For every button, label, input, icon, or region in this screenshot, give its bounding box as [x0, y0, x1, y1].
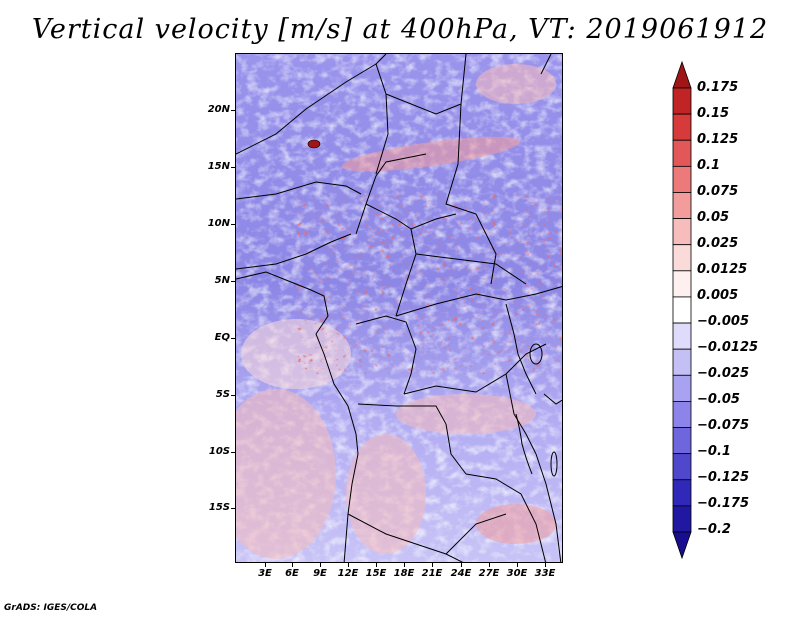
colorbar-bin	[672, 165, 692, 193]
colorbar-label: −0.125	[697, 470, 750, 485]
lon-tickmark	[348, 563, 349, 567]
lon-tick-21e: 21E	[421, 568, 443, 579]
lon-tickmark	[517, 563, 518, 567]
lon-tickmark	[320, 563, 321, 567]
grads-credit: GrADS: IGES/COLA	[4, 603, 98, 613]
lon-tick-27e: 27E	[478, 568, 500, 579]
lon-tick-30e: 30E	[506, 568, 528, 579]
colorbar-label: 0.175	[697, 80, 739, 95]
map-svg	[236, 54, 562, 562]
colorbar-label: −0.1	[697, 444, 731, 459]
colorbar-bin	[672, 374, 692, 402]
colorbar-label: 0.025	[697, 236, 739, 251]
colorbar-bin	[672, 531, 692, 560]
lon-tick-6e: 6E	[285, 568, 299, 579]
lat-tick-15n: 15N	[207, 161, 230, 172]
colorbar-label: −0.05	[697, 392, 740, 407]
lakes	[515, 343, 558, 477]
colorbar-label: −0.075	[697, 418, 750, 433]
colorbar-label: 0.05	[697, 210, 730, 225]
lon-tickmark	[292, 563, 293, 567]
colorbar-label: 0.1	[697, 158, 721, 173]
lon-tick-3e: 3E	[258, 568, 272, 579]
colorbar-label: 0.15	[697, 106, 730, 121]
colorbar-bin	[672, 192, 692, 219]
lon-tickmark	[432, 563, 433, 567]
colorbar-bin	[672, 270, 692, 298]
lon-tick-33e: 33E	[534, 568, 556, 579]
colorbar-bin	[672, 453, 692, 481]
colorbar-bin	[672, 113, 692, 141]
lat-tickmark	[231, 167, 235, 168]
lon-tickmark	[376, 563, 377, 567]
colorbar-bin	[672, 505, 692, 533]
lat-tickmark	[231, 110, 235, 111]
colorbar-label: −0.175	[697, 496, 750, 511]
lat-tick-5s: 5S	[215, 389, 230, 400]
colorbar-label: 0.075	[697, 184, 739, 199]
colorbar-label: −0.2	[697, 522, 731, 537]
vertical-velocity-map	[235, 53, 563, 563]
colorbar-bin	[672, 401, 692, 428]
lat-tickmark	[231, 452, 235, 453]
lat-tickmark	[231, 508, 235, 509]
chart-title: Vertical velocity [m/s] at 400hPa, VT: 2…	[31, 14, 769, 45]
lat-tick-10s: 10S	[208, 446, 230, 457]
lat-tickmark	[231, 395, 235, 396]
colorbar-bin	[672, 479, 692, 507]
lon-tick-18e: 18E	[393, 568, 415, 579]
strong-ascent-cell	[307, 139, 321, 149]
lat-tick-10n: 10N	[207, 218, 230, 229]
lon-tickmark	[265, 563, 266, 567]
lon-tickmark	[461, 563, 462, 567]
colorbar-bin	[672, 348, 692, 376]
lon-tick-9e: 9E	[313, 568, 327, 579]
colorbar-label: −0.025	[697, 366, 750, 381]
lat-tickmark	[231, 224, 235, 225]
colorbar-bin	[672, 244, 692, 272]
lon-tick-24e: 24E	[450, 568, 472, 579]
colorbar-bin	[672, 60, 692, 89]
country-borders	[236, 54, 562, 562]
colorbar-bin	[672, 139, 692, 167]
colorbar-label: −0.0125	[697, 340, 759, 355]
lat-tickmark	[231, 281, 235, 282]
lon-tick-15e: 15E	[365, 568, 387, 579]
lat-tick-5n: 5N	[214, 275, 230, 286]
lon-tickmark	[489, 563, 490, 567]
lat-tick-eq: EQ	[214, 332, 230, 343]
colorbar-bin	[672, 296, 692, 324]
lon-tickmark	[404, 563, 405, 567]
convective-speckle	[296, 194, 562, 374]
colorbar-label: 0.0125	[697, 262, 748, 277]
lon-tick-12e: 12E	[337, 568, 359, 579]
colorbar-label: 0.005	[697, 288, 739, 303]
colorbar-label: 0.125	[697, 132, 739, 147]
colorbar-bin	[672, 322, 692, 350]
colorbar-segments	[672, 60, 692, 560]
colorbar-bin	[672, 427, 692, 455]
colorbar-label: −0.005	[697, 314, 750, 329]
colorbar-bin	[672, 218, 692, 246]
lat-tickmark	[231, 338, 235, 339]
lat-tick-15s: 15S	[208, 502, 230, 513]
colorbar	[672, 60, 692, 560]
lon-tickmark	[545, 563, 546, 567]
lat-tick-20n: 20N	[207, 104, 230, 115]
colorbar-bin	[672, 87, 692, 115]
